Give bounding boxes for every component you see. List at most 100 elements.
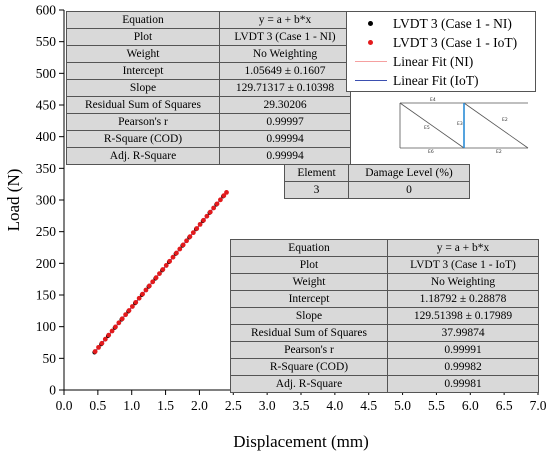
truss-diagram: E4 E5 E3 E2 E6 E2: [399, 97, 529, 154]
y-tick-label: 350: [36, 161, 57, 176]
legend-item-ni-points: LVDT 3 (Case 1 - NI): [347, 14, 535, 33]
table-row: Plot LVDT 3 (Case 1 - IoT): [230, 256, 539, 274]
table-cell: 1.05649 ± 0.1607: [219, 62, 351, 80]
data-point-series-1: [99, 340, 105, 346]
data-point-series-1: [187, 234, 193, 240]
table-cell: 0.99994: [219, 130, 351, 148]
data-point-series-1: [224, 190, 229, 195]
data-point-series-1: [96, 344, 101, 350]
data-point-series-1: [160, 267, 166, 272]
table-cell: Residual Sum of Squares: [66, 96, 220, 114]
data-point-series-1: [207, 209, 213, 215]
y-tick-label: 0: [49, 383, 56, 398]
legend-item-fit-ni: Linear Fit (NI): [347, 52, 535, 71]
data-point-series-1: [221, 193, 227, 199]
x-tick-label: 7.0: [530, 398, 547, 413]
table-cell: Adj. R-Square: [230, 375, 388, 393]
legend-line: [355, 61, 387, 62]
y-tick-label: 250: [36, 224, 57, 239]
data-point-series-1: [150, 279, 156, 285]
truss-member-diagonal-right: [463, 102, 529, 149]
data-point-series-1: [109, 328, 115, 334]
table-row: Adj. R-Square 0.99981: [230, 375, 539, 393]
legend-label: LVDT 3 (Case 1 - NI): [393, 16, 512, 31]
table-row: R-Square (COD) 0.99982: [230, 358, 539, 376]
x-tick-label: 0.5: [89, 398, 106, 413]
table-cell: Intercept: [230, 290, 388, 308]
x-tick-label: 2.0: [191, 398, 208, 413]
table-row: Intercept 1.18792 ± 0.28878: [230, 290, 539, 308]
data-point-series-1: [146, 283, 152, 289]
legend-marker: [368, 21, 373, 26]
data-point-series-1: [119, 316, 125, 322]
table-cell: R-Square (COD): [66, 130, 220, 148]
x-tick-label: 2.5: [225, 398, 242, 413]
truss-label: E4: [430, 97, 436, 103]
table-row: Equation y = a + b*x: [66, 11, 351, 29]
data-point-series-1: [177, 246, 183, 252]
table-row: Weight No Weighting: [66, 45, 351, 63]
data-point-series-1: [163, 263, 169, 268]
x-tick-label: 1.5: [157, 398, 174, 413]
data-point-series-1: [129, 304, 135, 309]
table-cell: Equation: [230, 239, 388, 257]
table-cell: Weight: [230, 273, 388, 291]
x-ticks: 0.0 0.5 1.0 1.5 2.0 2.5 3.0 3.5 4.0 4.5 5.0 5.5 6.0 6…: [56, 390, 547, 413]
legend-line: [355, 80, 387, 81]
table-cell: 129.51398 ± 0.17989: [387, 307, 539, 325]
data-point-series-1: [123, 312, 129, 318]
fit-stats-table-ni: Equation y = a + b*x Plot LVDT 3 (Case 1 - …: [66, 11, 351, 165]
data-point-series-1: [218, 197, 223, 203]
table-cell: Slope: [230, 307, 388, 325]
truss-member-diagonal-left: [399, 102, 465, 149]
y-tick-label: 100: [36, 319, 57, 334]
table-row: Pearson's r 0.99997: [66, 113, 351, 131]
table-cell: Slope: [66, 79, 220, 97]
table-row: Residual Sum of Squares 29.30206: [66, 96, 351, 114]
table-row: Plot LVDT 3 (Case 1 - NI): [66, 28, 351, 46]
data-point-series-1: [180, 242, 186, 248]
table-cell: 0.99981: [387, 375, 539, 393]
data-point-series-1: [102, 336, 108, 342]
table-row: Intercept 1.05649 ± 0.1607: [66, 62, 351, 80]
data-point-series-1: [170, 254, 176, 260]
table-cell: Pearson's r: [230, 341, 388, 359]
axes: 0.0 0.5 1.0 1.5 2.0 2.5 3.0 3.5 4.0 4.5 5.0 5.5 6.0 6…: [4, 3, 547, 452]
table-cell: Plot: [66, 28, 220, 46]
truss-label: E3: [457, 121, 463, 127]
y-tick-label: 550: [36, 34, 57, 49]
table-row: 3 0: [284, 181, 470, 199]
table-row: Equation y = a + b*x: [230, 239, 539, 257]
table-cell: Adj. R-Square: [66, 147, 220, 165]
table-cell: No Weighting: [219, 45, 351, 63]
data-point-series-1: [116, 320, 122, 326]
x-tick-label: 6.0: [462, 398, 479, 413]
table-cell: y = a + b*x: [387, 239, 539, 257]
table-cell: R-Square (COD): [230, 358, 388, 376]
data-point-series-1: [157, 271, 162, 276]
legend-marker: [368, 40, 373, 45]
table-cell: No Weighting: [387, 273, 539, 291]
legend: LVDT 3 (Case 1 - NI) LVDT 3 (Case 1 - Io…: [346, 11, 536, 92]
table-row: Weight No Weighting: [230, 273, 539, 291]
truss-label: E2: [496, 149, 502, 154]
table-cell: Weight: [66, 45, 220, 63]
table-cell: 0.99991: [387, 341, 539, 359]
legend-label: Linear Fit (NI): [393, 54, 474, 69]
data-point-series-1: [106, 332, 112, 338]
table-row: Pearson's r 0.99991: [230, 341, 539, 359]
table-cell: 0.99997: [219, 113, 351, 131]
truss-label: E2: [502, 117, 508, 123]
data-point-series-1: [140, 291, 145, 297]
table-cell: 3: [284, 181, 349, 199]
table-cell: Damage Level (%): [348, 164, 470, 182]
x-tick-label: 4.0: [326, 398, 343, 413]
data-point-series-1: [113, 324, 118, 330]
y-tick-label: 400: [36, 129, 57, 144]
truss-label: E5: [424, 125, 430, 131]
data-point-series-1: [153, 275, 159, 281]
table-row: Adj. R-Square 0.99994: [66, 147, 351, 165]
table-cell: Equation: [66, 11, 220, 29]
plot-area: [92, 190, 229, 355]
